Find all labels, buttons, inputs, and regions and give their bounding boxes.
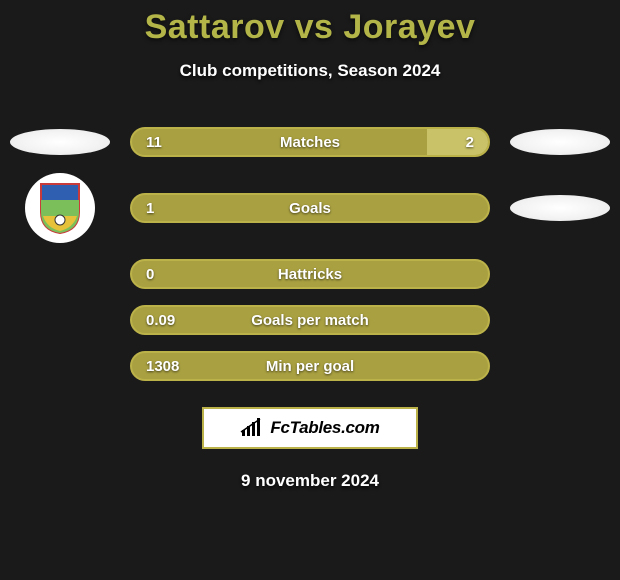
- stat-left-value: 11: [146, 134, 162, 151]
- date-text: 9 november 2024: [0, 471, 620, 491]
- club-crest-icon: [25, 173, 95, 243]
- stat-label: Matches: [280, 134, 340, 151]
- oval-placeholder-icon: [510, 195, 610, 221]
- right-club-badge-1: [500, 129, 620, 155]
- stat-bar-matches: 11 Matches 2: [130, 127, 490, 157]
- page-title: Sattarov vs Jorayev: [0, 8, 620, 47]
- stat-bar-hattricks: 0 Hattricks: [130, 259, 490, 289]
- stat-label: Hattricks: [278, 266, 342, 283]
- stat-bar-goals-per-match: 0.09 Goals per match: [130, 305, 490, 335]
- bar-chart-icon: [240, 418, 264, 438]
- left-club-badge-2: [0, 173, 120, 243]
- stat-bar-fill: [427, 129, 488, 155]
- stat-label: Min per goal: [266, 358, 354, 375]
- right-club-badge-2: [500, 195, 620, 221]
- subtitle: Club competitions, Season 2024: [0, 61, 620, 81]
- stat-right-value: 2: [466, 134, 474, 151]
- left-club-badge-1: [0, 129, 120, 155]
- brand-text: FcTables.com: [270, 418, 379, 438]
- stat-bar-min-per-goal: 1308 Min per goal: [130, 351, 490, 381]
- stat-bar-goals: 1 Goals: [130, 193, 490, 223]
- stat-label: Goals: [289, 200, 331, 217]
- brand-link[interactable]: FcTables.com: [202, 407, 418, 449]
- stat-left-value: 0.09: [146, 312, 175, 329]
- stat-label: Goals per match: [251, 312, 369, 329]
- stat-left-value: 1308: [146, 358, 179, 375]
- oval-placeholder-icon: [10, 129, 110, 155]
- stat-left-value: 0: [146, 266, 154, 283]
- stats-grid: 11 Matches 2 1 Goals: [0, 127, 620, 381]
- stat-left-value: 1: [146, 200, 154, 217]
- comparison-card: Sattarov vs Jorayev Club competitions, S…: [0, 0, 620, 491]
- oval-placeholder-icon: [510, 129, 610, 155]
